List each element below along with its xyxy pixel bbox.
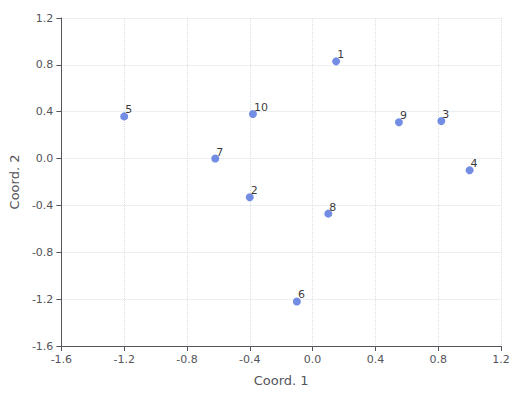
svg-text:0.8: 0.8 — [429, 353, 447, 366]
svg-text:-0.4: -0.4 — [239, 353, 260, 366]
svg-text:0.0: 0.0 — [304, 353, 322, 366]
svg-text:-0.8: -0.8 — [32, 246, 53, 259]
svg-text:Coord. 2: Coord. 2 — [7, 155, 22, 210]
svg-text:3: 3 — [442, 108, 449, 121]
svg-text:-0.4: -0.4 — [32, 199, 53, 212]
svg-text:-0.8: -0.8 — [176, 353, 197, 366]
svg-text:Coord. 1: Coord. 1 — [254, 373, 309, 388]
svg-text:1: 1 — [337, 48, 344, 61]
svg-text:1.2: 1.2 — [36, 12, 54, 25]
svg-text:0.0: 0.0 — [36, 152, 54, 165]
svg-text:8: 8 — [329, 201, 336, 214]
svg-text:0.4: 0.4 — [367, 353, 385, 366]
svg-text:6: 6 — [298, 288, 305, 301]
svg-text:1.2: 1.2 — [492, 353, 510, 366]
svg-text:5: 5 — [125, 103, 132, 116]
svg-text:-1.2: -1.2 — [113, 353, 134, 366]
svg-text:-1.2: -1.2 — [32, 293, 53, 306]
svg-text:0.8: 0.8 — [36, 58, 54, 71]
svg-text:0.4: 0.4 — [36, 105, 54, 118]
svg-text:9: 9 — [400, 109, 407, 122]
svg-text:-1.6: -1.6 — [51, 353, 72, 366]
svg-text:-1.6: -1.6 — [32, 340, 53, 353]
svg-text:7: 7 — [216, 146, 223, 159]
svg-text:4: 4 — [471, 157, 478, 170]
svg-text:10: 10 — [254, 101, 268, 114]
svg-text:2: 2 — [251, 184, 258, 197]
